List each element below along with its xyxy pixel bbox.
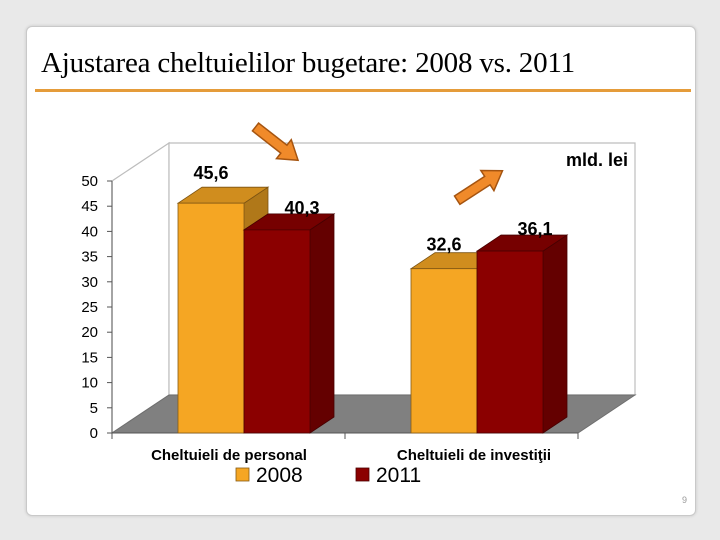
chart-left-wall — [111, 141, 170, 435]
bar-2008-investitii — [410, 268, 478, 434]
data-label: 45,6 — [193, 163, 228, 183]
legend-label-2011: 2011 — [376, 464, 421, 487]
y-tick-label: 5 — [90, 400, 98, 417]
y-tick-label: 50 — [81, 173, 98, 190]
bar-side-2011 — [542, 234, 568, 434]
unit-label: mld. lei — [566, 150, 628, 170]
data-label: 36,1 — [517, 219, 552, 239]
y-tick-label: 25 — [81, 299, 98, 316]
y-tick-label: 15 — [81, 349, 98, 366]
y-tick-label: 30 — [81, 274, 98, 291]
y-tick-label: 0 — [90, 425, 98, 442]
y-tick-label: 40 — [81, 223, 98, 240]
y-tick-label: 20 — [81, 324, 98, 341]
bar-side-2011 — [309, 213, 335, 434]
bar-2011-investitii — [476, 250, 544, 434]
legend-swatch-2008 — [235, 467, 250, 482]
trend-arrow-up-icon — [453, 169, 504, 206]
y-tick-label: 10 — [81, 375, 98, 392]
legend-label-2008: 2008 — [256, 464, 303, 487]
bar-2008-personal — [177, 202, 245, 434]
bar-2011-personal — [243, 229, 311, 434]
data-label: 32,6 — [426, 235, 461, 255]
y-tick-label: 45 — [81, 198, 98, 215]
page-number: 9 — [681, 495, 687, 505]
trend-arrow-down-icon — [251, 121, 300, 162]
slide-title: Ajustarea cheltuielilor bugetare: 2008 v… — [41, 47, 575, 79]
category-label: Cheltuieli de investiţii — [397, 447, 551, 464]
category-label: Cheltuieli de personal — [151, 447, 307, 464]
data-label: 40,3 — [284, 198, 319, 218]
y-tick-label: 35 — [81, 249, 98, 266]
title-underline — [35, 89, 691, 92]
legend-swatch-2011 — [355, 467, 370, 482]
